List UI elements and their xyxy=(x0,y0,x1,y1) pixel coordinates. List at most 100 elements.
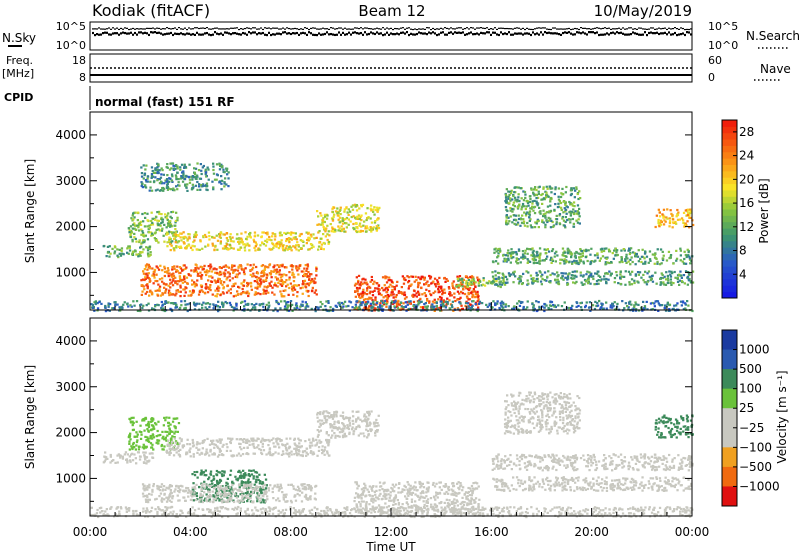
power-cell xyxy=(257,234,259,236)
nsearch-point xyxy=(412,29,414,30)
power-cell xyxy=(384,284,386,286)
power-cell xyxy=(386,291,388,293)
power-cell xyxy=(373,214,375,216)
beam-title: Beam 12 xyxy=(358,2,425,20)
power-cell xyxy=(221,302,223,304)
power-cell xyxy=(649,258,651,260)
nsky-point xyxy=(374,33,376,35)
velocity-cell xyxy=(148,421,150,423)
power-cell xyxy=(320,301,322,303)
power-cell xyxy=(498,276,500,278)
velocity-cell xyxy=(318,446,320,448)
power-cell xyxy=(619,273,621,275)
power-cell xyxy=(301,305,303,307)
power-cell xyxy=(332,211,334,213)
power-cell xyxy=(376,230,378,232)
power-cell xyxy=(199,291,201,293)
velocity-cell xyxy=(267,444,269,446)
power-cell xyxy=(284,289,286,291)
power-cell xyxy=(280,300,282,302)
nsearch-point xyxy=(194,27,196,28)
power-cell xyxy=(159,286,161,288)
power-cell xyxy=(412,305,414,307)
power-cell xyxy=(637,281,639,283)
power-cell xyxy=(530,275,532,277)
power-cell xyxy=(374,220,376,222)
power-cell xyxy=(141,172,143,174)
power-cell xyxy=(544,307,546,309)
power-cell xyxy=(545,220,547,222)
power-cell xyxy=(511,208,513,210)
nsky-point xyxy=(478,33,480,35)
power-cell xyxy=(448,287,450,289)
velocity-cell xyxy=(179,442,181,444)
nsearch-point xyxy=(588,28,590,29)
power-cell xyxy=(244,247,246,249)
power-cell xyxy=(605,302,607,304)
power-cell xyxy=(307,271,309,273)
power-cell xyxy=(301,240,303,242)
power-cell xyxy=(520,278,522,280)
velocity-cell xyxy=(163,448,165,450)
power-cell xyxy=(680,259,682,261)
power-cell xyxy=(467,302,469,304)
power-cell xyxy=(153,180,155,182)
nsearch-point xyxy=(476,27,478,28)
power-cell xyxy=(470,307,472,309)
power-cell xyxy=(196,284,198,286)
power-cell xyxy=(293,276,295,278)
power-cell xyxy=(279,307,281,309)
power-cell xyxy=(290,283,292,285)
nsky-point xyxy=(174,33,176,35)
power-cell xyxy=(183,276,185,278)
nsky-point xyxy=(306,34,308,36)
power-cell xyxy=(373,226,375,228)
power-cell xyxy=(475,303,477,305)
nsky-point xyxy=(158,32,160,34)
nsky-point xyxy=(490,34,492,36)
velocity-cell xyxy=(277,453,279,455)
power-cell xyxy=(126,303,128,305)
power-cell xyxy=(406,275,408,277)
power-cell xyxy=(660,248,662,250)
power-cell xyxy=(562,279,564,281)
power-cell xyxy=(425,289,427,291)
power-cell xyxy=(598,279,600,281)
power-cell xyxy=(206,183,208,185)
nsearch-point xyxy=(556,28,558,29)
power-cell xyxy=(240,265,242,267)
power-cell xyxy=(172,162,174,164)
power-cell xyxy=(130,225,132,227)
power-cell xyxy=(188,164,190,166)
power-cell xyxy=(171,268,173,270)
power-cell xyxy=(310,234,312,236)
nsearch-point xyxy=(500,28,502,29)
power-cell xyxy=(374,299,376,301)
power-cell xyxy=(169,216,171,218)
power-cell xyxy=(350,220,352,222)
power-cell xyxy=(128,227,130,229)
power-cell xyxy=(176,172,178,174)
power-cell xyxy=(462,281,464,283)
power-cell xyxy=(108,256,110,258)
nsky-point xyxy=(430,32,432,34)
nsky-point xyxy=(170,32,172,34)
nsearch-point xyxy=(594,28,596,29)
power-cell xyxy=(371,276,373,278)
power-cell xyxy=(588,271,590,273)
power-cell xyxy=(288,246,290,248)
power-cell xyxy=(236,276,238,278)
nsky-point xyxy=(236,33,238,35)
power-cell xyxy=(497,300,499,302)
nsearch-point xyxy=(92,28,94,29)
power-cell xyxy=(281,234,283,236)
power-cell xyxy=(170,224,172,226)
nsky-point xyxy=(438,33,440,35)
nsky-point xyxy=(594,32,596,34)
power-cell xyxy=(677,281,679,283)
nsearch-point xyxy=(240,28,242,29)
power-cell xyxy=(299,306,301,308)
power-cell xyxy=(508,220,510,222)
power-cell xyxy=(390,279,392,281)
power-cell xyxy=(417,291,419,293)
